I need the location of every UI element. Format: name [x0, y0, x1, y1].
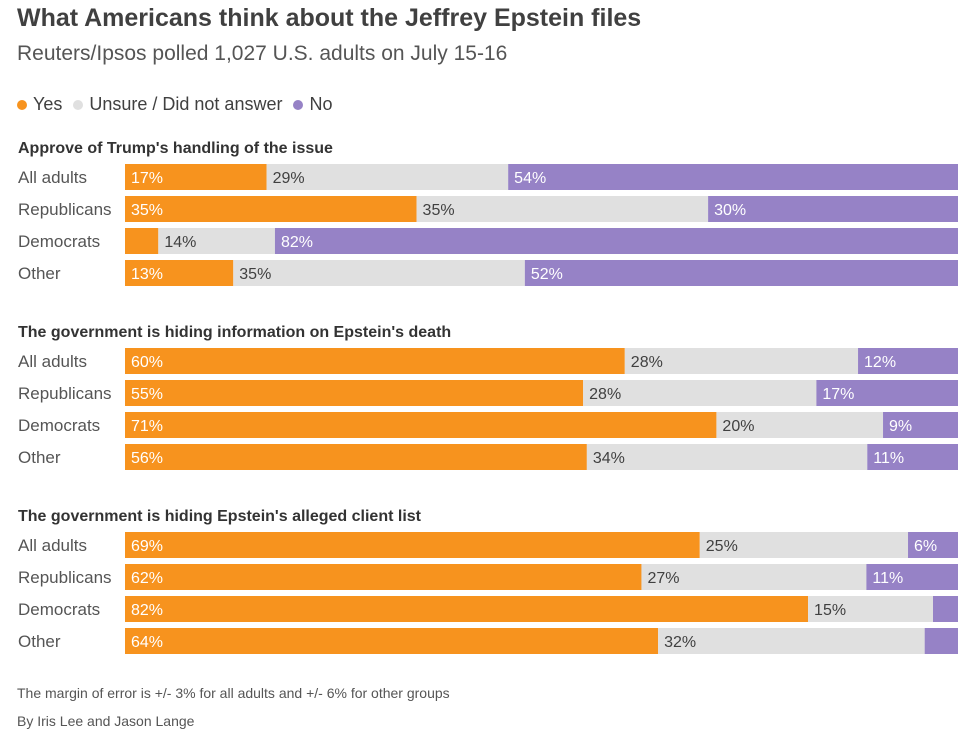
data-label-no: 54% — [514, 170, 546, 187]
data-label-no: 11% — [872, 570, 903, 587]
bar-segment-unsure — [416, 196, 709, 222]
row-label: Democrats — [18, 232, 100, 251]
bar-segment-yes — [125, 196, 417, 222]
data-label-no: 52% — [531, 266, 563, 283]
bar-segment-yes — [125, 260, 234, 286]
row-label: Democrats — [18, 416, 100, 435]
data-label-yes: 35% — [131, 202, 163, 219]
bar-segment-no — [908, 532, 958, 558]
bar-segment-yes — [125, 412, 717, 438]
bar-segment-no — [867, 444, 958, 470]
data-label-unsure: 25% — [706, 538, 738, 555]
bar-segment-yes — [125, 532, 700, 558]
data-label-yes: 71% — [131, 418, 163, 435]
legend-swatch-unsure — [73, 99, 84, 110]
bar-segment-yes — [125, 228, 159, 254]
data-label-unsure: 15% — [814, 602, 846, 619]
bar-segment-unsure — [699, 532, 909, 558]
data-label-unsure: 28% — [631, 354, 663, 371]
row-label: All adults — [18, 352, 87, 371]
data-label-yes: 62% — [131, 570, 163, 587]
bar-segment-unsure — [583, 380, 817, 406]
row-label: All adults — [18, 168, 87, 187]
data-label-no: 6% — [914, 538, 937, 555]
data-label-no: 82% — [281, 234, 313, 251]
bar-segment-no — [816, 380, 958, 406]
data-label-unsure: 27% — [647, 570, 679, 587]
data-label-no: 9% — [889, 418, 912, 435]
legend-item-unsure: Unsure / Did not answer — [73, 94, 282, 115]
bar-segment-yes — [125, 348, 625, 374]
bar-segment-no — [924, 628, 958, 654]
bar-segment-yes — [125, 596, 809, 622]
data-label-unsure: 14% — [164, 234, 196, 251]
data-label-yes: 82% — [131, 602, 163, 619]
bar-segment-unsure — [586, 444, 868, 470]
panel-title: Approve of Trump's handling of the issue — [18, 140, 333, 157]
bar-segment-unsure — [641, 564, 867, 590]
chart-subtitle: Reuters/Ipsos polled 1,027 U.S. adults o… — [17, 42, 508, 65]
data-label-unsure: 35% — [423, 202, 455, 219]
bar-segment-yes — [125, 380, 584, 406]
legend-label-yes: Yes — [33, 94, 63, 114]
row-label: Republicans — [18, 384, 112, 403]
data-label-yes: 56% — [131, 450, 163, 467]
bar-segment-unsure — [233, 260, 525, 286]
legend-swatch-no — [293, 99, 304, 110]
data-label-yes: 69% — [131, 538, 163, 555]
bar-segment-unsure — [158, 228, 275, 254]
stacked-bar-chart: Approve of Trump's handling of the issue… — [18, 140, 958, 654]
row-label: Other — [18, 448, 61, 467]
row-label: Republicans — [18, 200, 112, 219]
legend-item-yes: Yes — [17, 94, 62, 115]
bar-segment-no — [858, 348, 958, 374]
bar-segment-no — [933, 596, 958, 622]
bar-segment-no — [866, 564, 958, 590]
bar-segment-no — [274, 228, 958, 254]
data-label-unsure: 28% — [589, 386, 621, 403]
data-label-unsure: 29% — [273, 170, 305, 187]
data-label-yes: 17% — [131, 170, 163, 187]
legend-item-no: No — [293, 94, 332, 115]
panel-title: The government is hiding information on … — [18, 324, 451, 341]
panel-title: The government is hiding Epstein's alleg… — [18, 508, 422, 525]
bar-segment-unsure — [658, 628, 925, 654]
data-label-yes: 13% — [131, 266, 163, 283]
bar-segment-no — [883, 412, 958, 438]
legend-swatch-yes — [17, 99, 27, 110]
legend-label-unsure: Unsure / Did not answer — [89, 94, 283, 114]
row-label: All adults — [18, 536, 87, 555]
data-label-no: 30% — [714, 202, 746, 219]
legend-label-no: No — [309, 94, 333, 114]
data-label-unsure: 32% — [664, 634, 696, 651]
data-label-unsure: 34% — [593, 450, 625, 467]
data-label-yes: 55% — [131, 386, 163, 403]
bar-segment-unsure — [266, 164, 509, 190]
bar-segment-yes — [125, 628, 659, 654]
data-label-unsure: 35% — [239, 266, 271, 283]
bar-segment-yes — [125, 164, 267, 190]
bar-segment-no — [508, 164, 958, 190]
row-label: Democrats — [18, 600, 100, 619]
margin-of-error-note: The margin of error is +/- 3% for all ad… — [17, 685, 450, 701]
row-label: Other — [18, 632, 61, 651]
bar-segment-unsure — [808, 596, 934, 622]
data-label-yes: 60% — [131, 354, 163, 371]
bar-segment-no — [708, 196, 958, 222]
row-label: Other — [18, 264, 61, 283]
data-label-no: 17% — [822, 386, 854, 403]
data-label-unsure: 20% — [722, 418, 754, 435]
legend: Yes Unsure / Did not answer No — [17, 94, 343, 115]
data-label-yes: 64% — [131, 634, 163, 651]
row-label: Republicans — [18, 568, 112, 587]
bar-segment-yes — [125, 564, 642, 590]
bar-segment-no — [524, 260, 958, 286]
chart-title: What Americans think about the Jeffrey E… — [17, 4, 642, 32]
bar-segment-unsure — [716, 412, 884, 438]
bar-segment-yes — [125, 444, 587, 470]
data-label-no: 11% — [873, 450, 904, 467]
byline: By Iris Lee and Jason Lange — [17, 713, 195, 729]
data-label-no: 12% — [864, 354, 896, 371]
bar-segment-unsure — [624, 348, 859, 374]
